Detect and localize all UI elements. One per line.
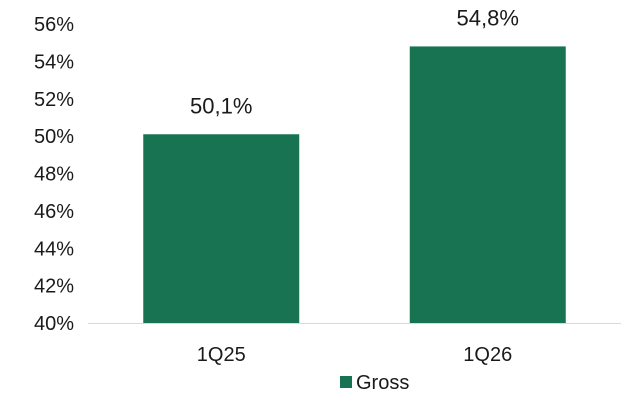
x-tick-label-1q25: 1Q25 (197, 344, 246, 366)
legend: Gross (340, 372, 409, 394)
y-tick-label: 50% (34, 126, 74, 148)
data-label-1q26: 54,8% (457, 5, 519, 30)
y-tick-label: 56% (34, 14, 74, 36)
legend-swatch-gross (340, 376, 352, 388)
y-axis: 40% 42% 44% 46% 48% 50% 52% 54% 56% (34, 14, 74, 335)
y-tick-label: 40% (34, 313, 74, 335)
y-tick-label: 48% (34, 164, 74, 186)
y-tick-label: 52% (34, 89, 74, 111)
data-label-1q25: 50,1% (190, 93, 252, 118)
x-tick-label-1q26: 1Q26 (463, 344, 512, 366)
y-tick-label: 54% (34, 51, 74, 73)
bar-1q26 (409, 46, 566, 324)
x-axis: 1Q25 1Q26 (197, 344, 512, 366)
bar-1q25 (143, 134, 300, 323)
y-tick-label: 42% (34, 276, 74, 298)
bars (143, 46, 566, 324)
y-tick-label: 46% (34, 201, 74, 223)
legend-label-gross: Gross (356, 372, 409, 394)
data-labels: 50,1% 54,8% (190, 5, 519, 118)
y-tick-label: 44% (34, 238, 74, 260)
